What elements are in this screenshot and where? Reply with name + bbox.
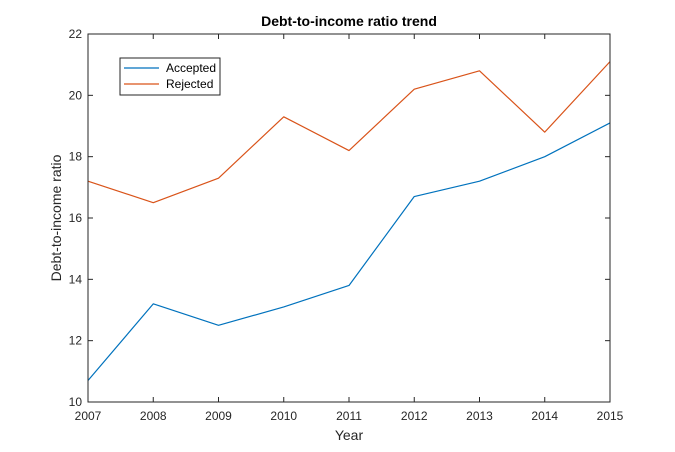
series-layer [87, 61, 611, 381]
x-axis: 2007 2008 2009 2010 2011 2012 2013 2014 2015 [75, 34, 624, 423]
y-tick-label: 14 [69, 272, 83, 286]
x-tick-label: 2007 [75, 409, 102, 423]
y-tick-label: 22 [69, 27, 83, 41]
plot-border [87, 33, 611, 403]
x-tick-label: 2014 [531, 409, 558, 423]
x-tick-label: 2009 [205, 409, 232, 423]
series-line-2 [87, 61, 611, 204]
x-tick-label: 2015 [597, 409, 624, 423]
x-axis-label: Year [335, 427, 364, 443]
y-axis: 10 12 14 16 18 20 22 [69, 27, 610, 409]
x-tick-label: 2012 [401, 409, 428, 423]
y-tick-label: 12 [69, 334, 83, 348]
legend-label-1: Accepted [166, 61, 216, 75]
y-tick-label: 18 [69, 150, 83, 164]
x-tick-label: 2011 [336, 409, 362, 423]
legend-label-2: Rejected [166, 77, 213, 91]
chart-title: Debt-to-income ratio trend [261, 13, 437, 29]
y-axis-label: Debt-to-income ratio [48, 154, 64, 281]
y-tick-label: 16 [69, 211, 83, 225]
legend: Accepted Rejected [119, 57, 221, 96]
x-tick-label: 2013 [466, 409, 493, 423]
x-tick-label: 2008 [140, 409, 167, 423]
y-tick-label: 20 [69, 88, 83, 102]
legend-box [119, 57, 221, 96]
y-tick-label: 10 [69, 395, 83, 409]
series-line-1 [87, 122, 611, 381]
x-tick-label: 2010 [270, 409, 297, 423]
